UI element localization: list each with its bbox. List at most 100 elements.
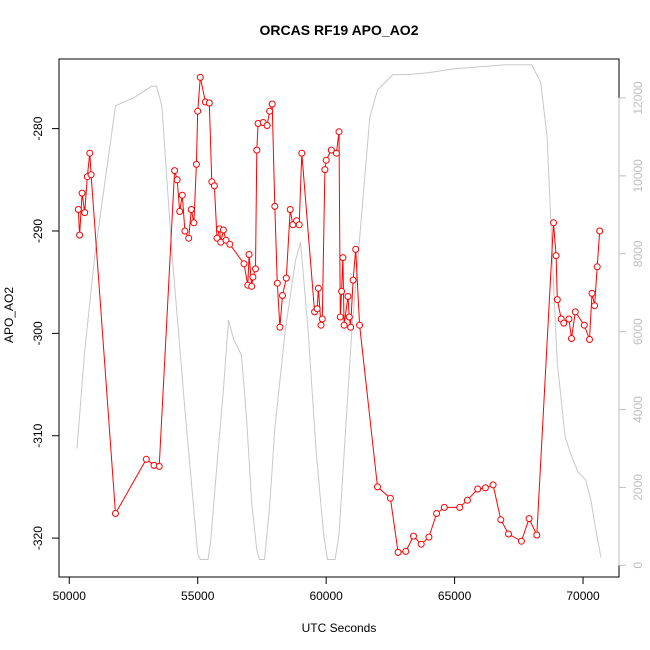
data-point (410, 532, 417, 540)
data-point (187, 206, 195, 213)
data-point (593, 263, 601, 271)
data-point (339, 254, 347, 262)
data-point (314, 284, 322, 292)
data-point (550, 219, 557, 227)
y2-tick-label: 0 (631, 562, 645, 569)
data-point (463, 496, 471, 504)
data-point (340, 321, 348, 329)
data-point (474, 485, 482, 493)
data-point (76, 231, 84, 239)
data-point (402, 547, 410, 555)
y2-tick-label: 10000 (631, 159, 645, 193)
data-point (268, 100, 276, 108)
data-point (440, 503, 448, 511)
y-tick-label: -320 (31, 526, 45, 550)
data-point (252, 265, 259, 273)
data-point (81, 209, 89, 217)
data-point (210, 182, 218, 190)
data-point (317, 321, 325, 329)
data-point (279, 292, 286, 299)
data-point (295, 221, 303, 229)
secondary-series-line (76, 64, 602, 560)
data-point (425, 533, 433, 541)
data-point (349, 276, 357, 284)
data-point (533, 531, 541, 539)
data-point (286, 206, 294, 213)
data-point (596, 227, 604, 235)
secondary-series-layer (76, 64, 602, 560)
data-point (173, 176, 181, 184)
data-point (87, 171, 95, 179)
data-point (347, 323, 355, 331)
data-point (336, 313, 344, 321)
data-point (298, 149, 306, 157)
data-point (335, 128, 343, 136)
data-point (505, 530, 512, 538)
data-point (517, 537, 525, 545)
data-point (321, 166, 329, 174)
data-point (142, 455, 150, 463)
x-tick-label: 55000 (181, 589, 215, 603)
y2-tick-label: 4000 (631, 396, 645, 423)
y-tick-label: -280 (31, 116, 45, 140)
x-tick-label: 60000 (309, 589, 343, 603)
data-point (456, 503, 464, 511)
y2-tick-label: 6000 (631, 318, 645, 345)
data-point (271, 202, 279, 210)
data-point (525, 515, 533, 523)
y-axis-label: APO_AO2 (2, 287, 16, 343)
data-point (245, 251, 253, 258)
data-point (332, 149, 340, 157)
data-point (185, 234, 193, 242)
data-point (282, 274, 290, 282)
data-point (263, 122, 271, 129)
y2-tick-label: 12000 (631, 81, 645, 115)
y2-tick-label: 8000 (631, 240, 645, 267)
data-point (313, 305, 321, 313)
data-point (219, 226, 227, 234)
data-point (580, 321, 588, 329)
data-point (497, 516, 505, 524)
data-point (591, 302, 599, 310)
x-tick-label: 65000 (438, 589, 472, 603)
data-point (322, 156, 330, 164)
primary-series-layer (74, 73, 604, 556)
data-point (74, 206, 82, 213)
data-point (553, 296, 561, 304)
data-point (560, 319, 568, 327)
data-point (394, 548, 402, 556)
y2-tick-label: 2000 (631, 474, 645, 501)
x-axis-label: UTC Seconds (302, 621, 377, 635)
data-point (588, 289, 596, 297)
data-point (565, 315, 573, 323)
data-point (196, 73, 204, 81)
data-point (178, 191, 186, 199)
data-point (571, 308, 579, 316)
data-point (433, 510, 441, 517)
data-point (586, 336, 593, 343)
data-point (552, 252, 560, 260)
data-point (205, 99, 213, 107)
axes-layer: 50000 55000 60000 65000 70000-320-310-300-29… (31, 81, 645, 603)
data-point (386, 494, 394, 502)
data-point (374, 483, 381, 491)
data-point (253, 146, 261, 154)
data-point (568, 335, 575, 342)
data-point (338, 287, 346, 295)
data-point (352, 245, 360, 253)
data-point (327, 146, 335, 154)
chart-title: ORCAS RF19 APO_AO2 (260, 22, 419, 38)
data-point (226, 240, 234, 248)
data-point (276, 323, 284, 331)
data-point (78, 189, 86, 197)
data-point (192, 160, 200, 168)
x-tick-label: 50000 (53, 589, 87, 603)
data-point (318, 315, 326, 323)
data-point (190, 219, 198, 227)
data-point (176, 208, 184, 215)
data-point (181, 227, 189, 235)
data-point (417, 540, 425, 548)
data-point (155, 462, 163, 470)
data-point (481, 484, 489, 492)
